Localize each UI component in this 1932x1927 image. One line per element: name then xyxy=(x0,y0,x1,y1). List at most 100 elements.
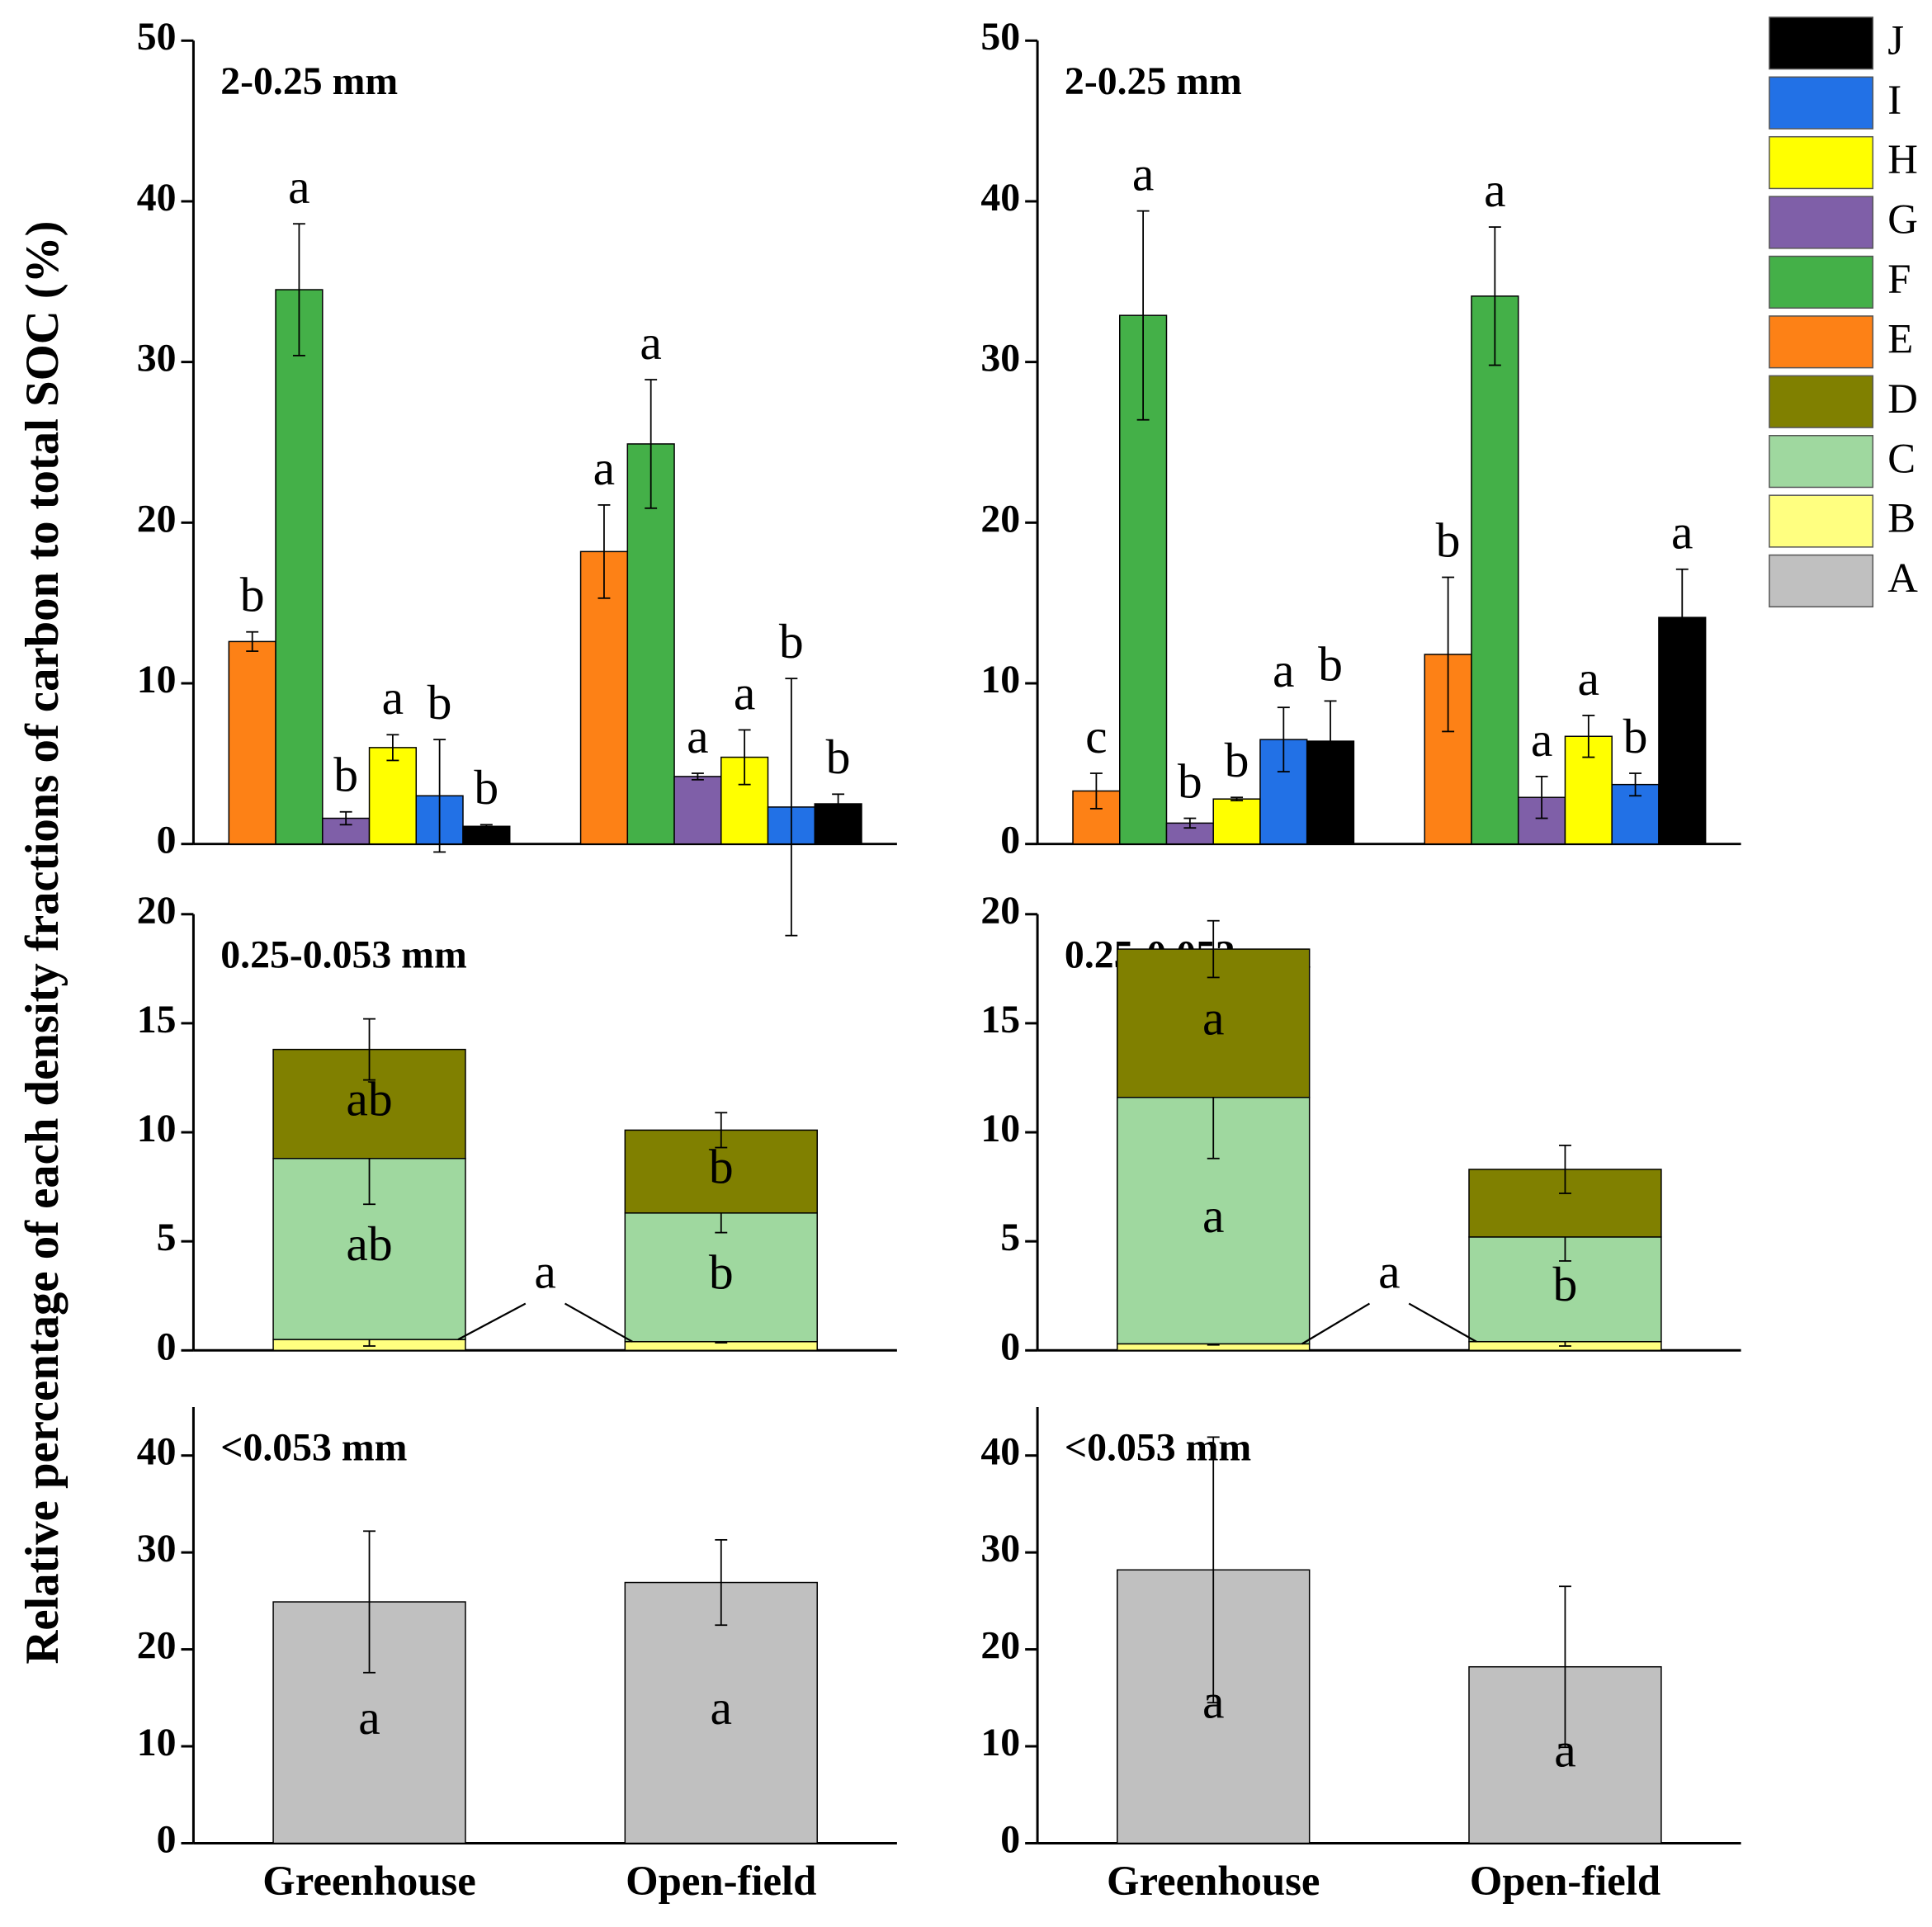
significance-letter: b xyxy=(1178,753,1202,808)
error-bar xyxy=(433,739,446,853)
error-bar xyxy=(363,1018,376,1081)
significance-letter: b xyxy=(1553,1257,1578,1311)
significance-letter: a xyxy=(1132,147,1155,201)
legend-label: H xyxy=(1887,136,1918,182)
y-tick-label: 30 xyxy=(137,337,177,380)
significance-letter: a xyxy=(593,441,616,495)
significance-letter: b xyxy=(474,760,498,815)
error-bar xyxy=(715,1538,728,1627)
legend-swatch xyxy=(1769,554,1874,608)
error-bar xyxy=(1442,576,1455,733)
error-bar xyxy=(1231,796,1244,802)
legend-label: B xyxy=(1887,495,1915,541)
significance-letter: a xyxy=(1531,712,1553,767)
y-tick-label: 30 xyxy=(980,337,1020,380)
significance-letter: b xyxy=(240,568,265,622)
panel-title: <0.053 mm xyxy=(220,1426,407,1470)
y-tick-label: 10 xyxy=(980,1721,1020,1764)
error-bar xyxy=(1582,715,1595,758)
significance-letter: a xyxy=(1202,1674,1225,1729)
y-tick-label: 5 xyxy=(157,1216,177,1259)
annotation-line xyxy=(1408,1302,1477,1343)
y-tick-label: 0 xyxy=(157,819,177,862)
legend-swatch xyxy=(1769,255,1874,309)
significance-letter: a xyxy=(734,665,756,720)
legend-label: G xyxy=(1887,196,1918,243)
significance-letter: b xyxy=(1318,636,1343,691)
significance-letter: a xyxy=(1378,1244,1401,1298)
significance-letter: b xyxy=(1436,512,1461,567)
legend-swatch xyxy=(1769,435,1874,489)
panel-title: 0.25-0.053 mm xyxy=(220,933,467,976)
legend-swatch xyxy=(1769,315,1874,369)
x-tick-label: Open-field xyxy=(626,1858,816,1904)
y-tick-label: 0 xyxy=(157,1325,177,1368)
error-bar xyxy=(1089,772,1103,810)
y-tick-label: 0 xyxy=(1000,1325,1020,1368)
x-tick-label: Greenhouse xyxy=(1107,1858,1320,1904)
error-bar xyxy=(832,793,845,815)
error-bar xyxy=(363,1530,376,1674)
significance-letter: a xyxy=(1202,1188,1225,1243)
significance-letter: b xyxy=(826,730,851,784)
y-tick-label: 5 xyxy=(1000,1216,1020,1259)
significance-letter: b xyxy=(1225,733,1249,787)
significance-letter: a xyxy=(1671,505,1693,560)
error-bar xyxy=(1136,210,1150,421)
y-tick-label: 40 xyxy=(137,176,177,220)
significance-letter: a xyxy=(288,159,310,214)
significance-letter: a xyxy=(358,1690,380,1745)
legend-label: J xyxy=(1887,17,1904,63)
x-tick-label: Greenhouse xyxy=(262,1858,475,1904)
bar xyxy=(228,640,276,845)
panel-title: <0.053 mm xyxy=(1065,1426,1251,1470)
legend-swatch xyxy=(1769,494,1874,548)
significance-letter: b xyxy=(333,748,358,802)
y-tick-label: 20 xyxy=(980,1624,1020,1668)
error-bar xyxy=(691,772,704,781)
y-tick-label: 0 xyxy=(1000,1817,1020,1861)
y-tick-label: 10 xyxy=(137,658,177,701)
significance-letter: b xyxy=(709,1245,734,1299)
significance-letter: a xyxy=(1202,991,1225,1046)
y-axis-label: Relative percentage of each density frac… xyxy=(17,221,68,1665)
legend-swatch xyxy=(1769,135,1874,190)
legend-swatch xyxy=(1769,17,1874,70)
bar xyxy=(1471,295,1519,845)
y-tick-label: 40 xyxy=(980,1430,1020,1474)
y-tick-label: 40 xyxy=(137,1430,177,1474)
y-tick-label: 10 xyxy=(137,1107,177,1150)
y-tick-label: 50 xyxy=(980,15,1020,59)
y-tick-label: 10 xyxy=(980,1107,1020,1150)
error-bar xyxy=(386,734,399,762)
error-bar xyxy=(715,1112,728,1149)
bar-segment xyxy=(624,1212,818,1343)
significance-letter: c xyxy=(1085,709,1108,763)
bar xyxy=(1564,735,1613,845)
significance-letter: a xyxy=(711,1680,733,1735)
y-tick-label: 20 xyxy=(137,889,177,933)
y-tick-label: 40 xyxy=(980,176,1020,220)
legend-swatch xyxy=(1769,375,1874,428)
error-bar xyxy=(1558,1585,1571,1749)
x-tick-label: Open-field xyxy=(1470,1858,1660,1904)
y-tick-label: 15 xyxy=(980,998,1020,1041)
error-bar xyxy=(1558,1144,1571,1194)
bar xyxy=(462,825,511,845)
panel-title: 2-0.25 mm xyxy=(1065,59,1242,103)
bar-segment xyxy=(624,1581,818,1844)
y-tick-label: 20 xyxy=(137,1624,177,1668)
significance-letter: a xyxy=(534,1244,556,1298)
error-bar xyxy=(292,223,305,357)
bar xyxy=(368,747,418,845)
bar xyxy=(579,550,629,845)
significance-letter: a xyxy=(1273,643,1295,697)
error-bar xyxy=(645,379,658,509)
y-tick-label: 10 xyxy=(137,1721,177,1764)
error-bar xyxy=(339,810,352,826)
y-tick-label: 30 xyxy=(137,1527,177,1570)
significance-letter: ab xyxy=(346,1216,392,1271)
y-tick-label: 15 xyxy=(137,998,177,1041)
significance-letter: b xyxy=(709,1139,734,1193)
